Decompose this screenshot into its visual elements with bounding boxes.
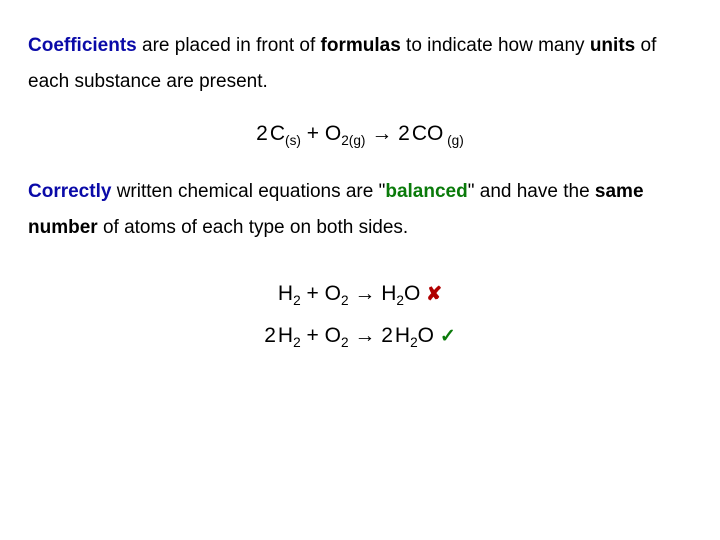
symbol: H (395, 324, 410, 347)
state-subscript: 2(g) (341, 133, 365, 148)
symbol: O (418, 324, 440, 347)
term-balanced: balanced (385, 181, 467, 202)
coefficient: 2 (256, 122, 268, 145)
equation-carbon-combustion: 2C(s) + O2(g) → 2CO (g) (28, 114, 692, 154)
text: to indicate how many (401, 35, 590, 56)
term-units: units (590, 35, 635, 56)
symbol: C (270, 122, 285, 145)
equation-balanced: 2H2 + O2 → 2H2O ✓ (28, 316, 692, 356)
symbol: H (278, 282, 293, 305)
text: are placed in front of (137, 35, 321, 56)
subscript: 2 (341, 335, 349, 350)
symbol: CO (412, 122, 444, 145)
subscript: 2 (293, 293, 301, 308)
coefficient: 2 (381, 324, 393, 347)
paragraph-2: Correctly written chemical equations are… (28, 174, 692, 246)
text: and have the (474, 181, 594, 202)
coefficient: 2 (398, 122, 410, 145)
subscript: 2 (396, 293, 404, 308)
text: + O (301, 122, 341, 145)
term-formulas: formulas (321, 35, 401, 56)
check-mark-icon: ✓ (440, 326, 456, 347)
state-subscript: (s) (285, 133, 301, 148)
subscript: 2 (410, 335, 418, 350)
equation-unbalanced: H2 + O2 → H2O ✘ (28, 274, 692, 314)
subscript: 2 (293, 335, 301, 350)
term-coefficients: Coefficients (28, 35, 137, 56)
symbol: H (278, 324, 293, 347)
text: of atoms of each type on both sides. (98, 217, 409, 238)
state-subscript: (g) (443, 133, 463, 148)
text: + O (301, 324, 341, 347)
arrow: → H (349, 282, 397, 305)
cross-mark-icon: ✘ (426, 284, 442, 305)
subscript: 2 (341, 293, 349, 308)
arrow: → (365, 122, 398, 145)
coefficient: 2 (264, 324, 276, 347)
paragraph-1: Coefficients are placed in front of form… (28, 28, 692, 100)
symbol: O (404, 282, 426, 305)
text: + O (301, 282, 341, 305)
arrow: → (349, 324, 382, 347)
term-correctly: Correctly (28, 181, 111, 202)
text: written chemical equations are (111, 181, 378, 202)
